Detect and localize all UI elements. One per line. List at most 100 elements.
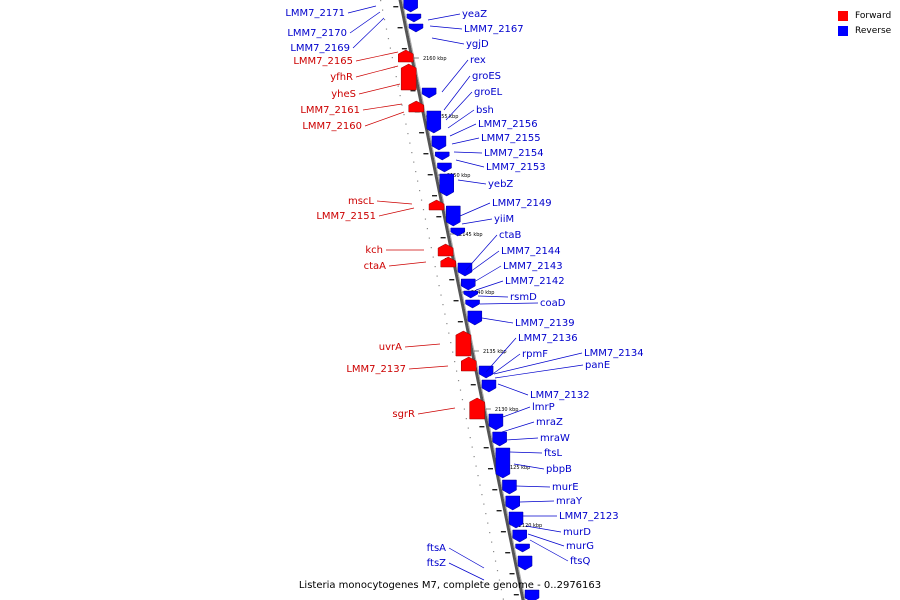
reverse-gene — [446, 205, 461, 227]
guide-dot — [463, 408, 465, 410]
forward-leader — [378, 207, 415, 217]
guide-dot — [389, 47, 391, 49]
reverse-gene-label: ftsA — [427, 543, 446, 554]
tick-label: 2125 kbp — [507, 465, 531, 471]
forward-gene-label: ctaA — [364, 261, 387, 272]
guide-dot — [479, 484, 481, 486]
reverse-gene-label: mraY — [556, 496, 583, 507]
guide-dot — [397, 85, 399, 87]
reverse-swatch — [838, 25, 848, 36]
forward-gene — [440, 256, 456, 268]
guide-dot — [405, 123, 407, 125]
guide-dot — [381, 9, 384, 11]
reverse-gene-label: rsmD — [510, 292, 537, 303]
reverse-gene — [406, 13, 422, 23]
guide-dot — [419, 190, 421, 192]
guide-dot — [444, 313, 446, 315]
guide-dash — [423, 153, 429, 155]
genome-line — [398, 0, 525, 600]
reverse-leader — [465, 234, 498, 271]
reverse-gene-label: mraZ — [536, 417, 563, 428]
guide-dot — [426, 228, 428, 230]
reverse-gene — [463, 290, 478, 299]
reverse-gene-label: coaD — [540, 298, 566, 309]
forward-gene-label: LMM7_2161 — [300, 105, 360, 116]
reverse-leader — [457, 179, 487, 185]
forward-gene-label: LMM7_2165 — [293, 56, 353, 67]
reverse-gene-label: LMM7_2167 — [464, 24, 524, 35]
genome-caption: Listeria monocytogenes M7, complete geno… — [299, 580, 601, 591]
guide-dash — [410, 90, 416, 92]
guide-dot — [459, 389, 462, 391]
guide-dot — [399, 95, 401, 97]
reverse-leader — [485, 337, 517, 373]
reverse-gene — [492, 431, 507, 447]
reverse-gene — [512, 529, 527, 543]
guide-dot — [424, 218, 427, 220]
reverse-leader — [505, 437, 539, 441]
guide-dash — [427, 174, 433, 176]
guide-dash — [401, 48, 407, 50]
reverse-leader — [499, 406, 531, 419]
guide-dash — [393, 6, 399, 8]
reverse-leader — [459, 202, 491, 217]
reverse-gene-label: panE — [585, 360, 610, 371]
guide-dot — [485, 513, 487, 515]
reverse-leader — [479, 302, 539, 305]
forward-swatch — [838, 10, 848, 21]
forward-gene-label: sgrR — [392, 409, 415, 420]
guide-dot — [415, 171, 417, 173]
reverse-gene — [421, 87, 437, 99]
guide-dot — [477, 475, 479, 477]
reverse-leader — [347, 5, 377, 14]
forward-gene-label: LMM7_2137 — [346, 364, 406, 375]
reverse-gene — [431, 135, 447, 151]
forward-gene — [398, 49, 414, 63]
reverse-leader — [527, 533, 565, 547]
reverse-gene-label: yeaZ — [462, 9, 487, 20]
guide-dot — [461, 399, 464, 401]
forward-leader — [364, 111, 405, 127]
reverse-gene-label: mraW — [540, 433, 570, 444]
guide-dot — [496, 570, 499, 572]
reverse-leader — [473, 265, 502, 283]
guide-dot — [489, 532, 491, 534]
guide-dot — [475, 465, 477, 467]
guide-dot — [401, 104, 403, 106]
guide-dot — [385, 28, 388, 30]
reverse-gene-label: LMM7_2139 — [515, 318, 575, 329]
reverse-gene — [515, 543, 530, 553]
guide-dash — [513, 594, 519, 596]
legend: Forward Reverse — [838, 8, 891, 38]
guide-dash — [470, 384, 476, 386]
guide-dot — [403, 114, 405, 116]
guide-dot — [467, 427, 469, 429]
reverse-gene-label: LMM7_2136 — [518, 333, 578, 344]
tick-label: 2145 kbp — [459, 232, 483, 238]
guide-dash — [436, 216, 442, 218]
reverse-gene — [439, 173, 454, 197]
guide-dot — [436, 275, 438, 277]
reverse-gene — [457, 262, 473, 277]
reverse-gene-label: bsh — [476, 105, 494, 116]
tick-label: 2155 kbp — [435, 114, 459, 120]
reverse-leader — [477, 295, 509, 298]
reverse-gene-label: LMM7_2169 — [290, 43, 350, 54]
reverse-leader — [497, 383, 529, 396]
guide-dot — [502, 598, 504, 600]
guide-dot — [481, 494, 483, 496]
reverse-leader — [513, 463, 545, 470]
forward-leader — [404, 343, 441, 348]
reverse-leader — [449, 123, 477, 137]
forward-leader — [408, 365, 449, 370]
reverse-gene — [434, 151, 450, 161]
reverse-gene-label: LMM7_2156 — [478, 119, 538, 130]
guide-dot — [446, 323, 448, 325]
guide-dot — [457, 380, 460, 382]
guide-dot — [438, 285, 440, 287]
reverse-gene-label: yebZ — [488, 179, 513, 190]
legend-forward-label: Forward — [855, 10, 892, 21]
guide-dot — [407, 133, 409, 135]
reverse-gene-label: LMM7_2155 — [481, 133, 541, 144]
reverse-gene-label: lmrP — [532, 402, 555, 413]
